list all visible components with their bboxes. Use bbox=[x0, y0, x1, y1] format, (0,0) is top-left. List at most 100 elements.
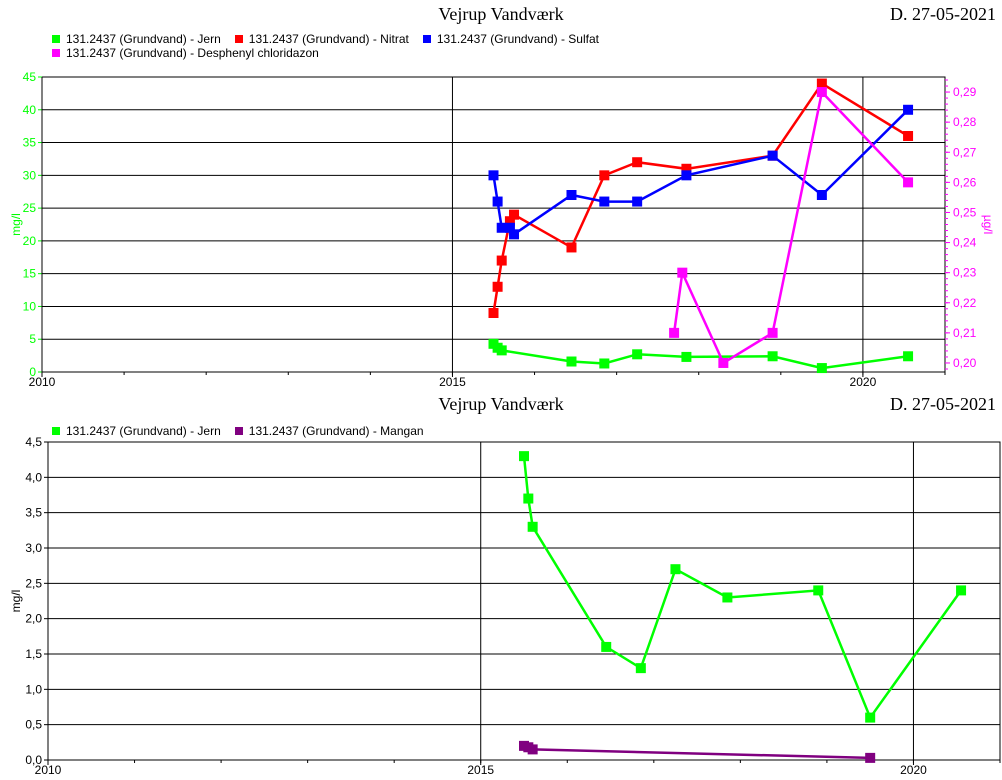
data-point bbox=[669, 327, 680, 338]
y-tick-label: 1,0 bbox=[25, 682, 42, 696]
legend-item-jern: 131.2437 (Grundvand) - Jern bbox=[52, 32, 221, 46]
y2-tick-label: 0,27 bbox=[953, 145, 977, 159]
data-point bbox=[488, 170, 499, 181]
data-point bbox=[681, 170, 692, 181]
data-point bbox=[599, 170, 610, 181]
legend-item-jern: 131.2437 (Grundvand) - Jern bbox=[52, 424, 221, 438]
series-line-1 bbox=[522, 455, 963, 721]
data-point bbox=[496, 222, 507, 233]
data-point bbox=[566, 356, 577, 367]
data-point bbox=[599, 196, 610, 207]
y-tick-label: 30 bbox=[23, 168, 37, 182]
data-point bbox=[492, 196, 503, 207]
data-point bbox=[670, 564, 681, 575]
y-tick-label: 10 bbox=[23, 299, 37, 313]
series-line-3 bbox=[492, 108, 909, 237]
data-point bbox=[816, 363, 827, 374]
legend: 131.2437 (Grundvand) - Jern 131.2437 (Gr… bbox=[52, 424, 424, 438]
data-point bbox=[599, 358, 610, 369]
y-tick-label: 4,5 bbox=[25, 435, 42, 449]
y-tick-label: 0,5 bbox=[25, 718, 42, 732]
y-tick-label: 1,5 bbox=[25, 647, 42, 661]
chart-panel-2: Vejrup Vandværk D. 27-05-2021 131.2437 (… bbox=[0, 390, 1002, 780]
data-point bbox=[519, 451, 529, 462]
data-point bbox=[496, 255, 507, 266]
y-tick-label: 3,0 bbox=[25, 541, 42, 555]
data-point bbox=[509, 209, 520, 220]
x-tick-label: 2015 bbox=[439, 375, 466, 389]
legend-swatch bbox=[52, 49, 60, 57]
y-tick-label: 45 bbox=[23, 70, 37, 84]
data-point bbox=[956, 585, 967, 596]
y2-tick-label: 0,21 bbox=[953, 326, 977, 340]
chart-plot-2: 0,0 0,5 1,0 1,5 2,0 2,5 3,0 3,5 4,0 4,5 2010 2015 20… bbox=[9, 435, 1001, 777]
y2-axis-label: µg/l bbox=[981, 215, 995, 235]
chart-date: D. 27-05-2021 bbox=[890, 394, 996, 414]
data-point bbox=[677, 267, 688, 278]
data-point bbox=[816, 78, 827, 89]
y-tick-label: 15 bbox=[23, 267, 37, 281]
data-point bbox=[903, 131, 914, 141]
legend-label: 131.2437 (Grundvand) - Desphenyl chlorid… bbox=[66, 46, 319, 60]
series-line-2 bbox=[523, 744, 871, 760]
data-point bbox=[903, 177, 914, 188]
x-tick-label: 2015 bbox=[467, 763, 494, 777]
data-point bbox=[903, 104, 914, 115]
chart-date: D. 27-05-2021 bbox=[890, 4, 996, 24]
legend-item-sulfat: 131.2437 (Grundvand) - Sulfat bbox=[422, 32, 599, 46]
data-point bbox=[903, 351, 914, 362]
legend: 131.2437 (Grundvand) - Jern 131.2437 (Gr… bbox=[52, 32, 599, 60]
plot-frame bbox=[41, 76, 946, 373]
data-point bbox=[816, 190, 827, 200]
series-line-1 bbox=[492, 342, 909, 370]
chart-panel-1: Vejrup Vandværk D. 27-05-2021 131.2437 (… bbox=[9, 4, 996, 389]
data-point bbox=[492, 281, 503, 292]
y2-tick-label: 0,22 bbox=[953, 296, 977, 310]
legend-label: 131.2437 (Grundvand) - Nitrat bbox=[248, 32, 409, 46]
x-tick-label: 2010 bbox=[29, 375, 56, 389]
y2-tick-label: 0,29 bbox=[953, 85, 977, 99]
data-point bbox=[504, 216, 515, 227]
y-tick-label: 35 bbox=[23, 136, 37, 150]
x-tick-label: 2010 bbox=[35, 763, 62, 777]
data-point bbox=[496, 345, 507, 356]
legend-swatch bbox=[234, 35, 243, 43]
legend-item-mangan: 131.2437 (Grundvand) - Mangan bbox=[234, 424, 424, 438]
y2-tick-label: 0,20 bbox=[953, 356, 977, 370]
legend-swatch bbox=[52, 35, 60, 43]
y2-tick-label: 0,24 bbox=[953, 236, 977, 250]
y-tick-label: 5 bbox=[29, 332, 36, 346]
y-tick-label: 2,0 bbox=[25, 612, 42, 626]
data-point bbox=[509, 229, 520, 240]
legend-item-desphenyl: 131.2437 (Grundvand) - Desphenyl chlorid… bbox=[52, 46, 319, 60]
data-point bbox=[865, 712, 876, 723]
data-point bbox=[488, 308, 499, 318]
data-point bbox=[523, 493, 534, 504]
legend-label: 131.2437 (Grundvand) - Jern bbox=[66, 424, 221, 438]
legend-label: 131.2437 (Grundvand) - Mangan bbox=[248, 424, 424, 438]
data-point bbox=[566, 242, 577, 253]
y-axis-label: mg/l bbox=[9, 213, 23, 236]
legend-swatch bbox=[422, 35, 431, 43]
y2-tick-label: 0,23 bbox=[953, 266, 977, 280]
y-tick-label: 0,0 bbox=[25, 753, 42, 767]
chart-plot-1: 0 5 10 15 20 25 30 35 40 45 2010 2015 2020 mg/l 0,20 0,… bbox=[9, 70, 995, 389]
data-point bbox=[865, 752, 876, 763]
y-axis-label: mg/l bbox=[9, 590, 23, 613]
y-tick-label: 20 bbox=[23, 234, 37, 248]
y-tick-label: 4,0 bbox=[25, 470, 42, 484]
y-tick-label: 3,5 bbox=[25, 506, 42, 520]
data-point bbox=[767, 150, 778, 161]
legend-swatch bbox=[234, 427, 243, 435]
data-point bbox=[681, 163, 692, 174]
data-point bbox=[632, 196, 643, 207]
data-point bbox=[767, 327, 778, 338]
chart-title: Vejrup Vandværk bbox=[438, 4, 564, 24]
chart-title: Vejrup Vandværk bbox=[438, 394, 564, 414]
legend-label: 131.2437 (Grundvand) - Sulfat bbox=[436, 32, 599, 46]
plot-frame bbox=[47, 441, 1001, 761]
series-line-4 bbox=[672, 89, 910, 365]
data-point bbox=[566, 190, 577, 200]
data-point bbox=[681, 351, 692, 362]
y-tick-label: 40 bbox=[23, 103, 37, 117]
